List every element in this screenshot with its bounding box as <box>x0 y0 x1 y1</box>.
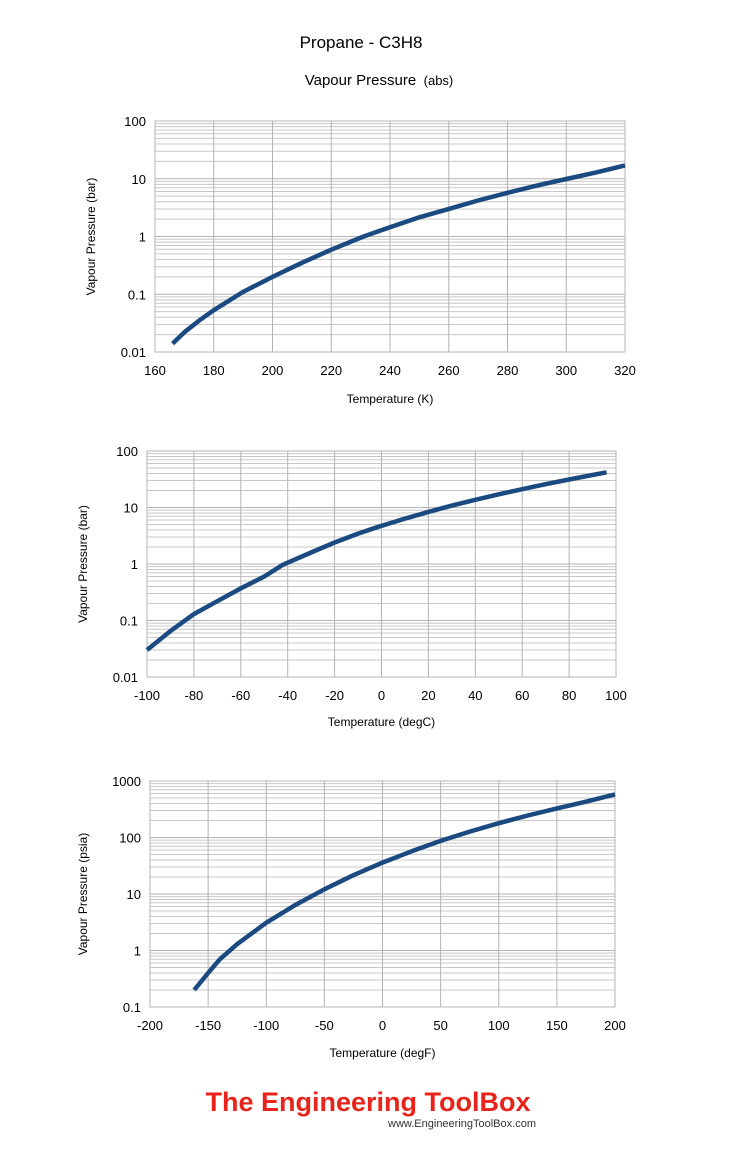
grid <box>149 781 616 1008</box>
plot-area <box>149 780 616 1008</box>
brand-url: www.EngineeringToolBox.com <box>387 1118 536 1130</box>
x-tick-label: 180 <box>203 363 225 378</box>
x-tick-label: -50 <box>315 1018 334 1033</box>
y-axis-label: Vapour Pressure (psia) <box>76 833 90 956</box>
x-tick-label: 300 <box>555 363 577 378</box>
y-tick-label: 1 <box>134 944 141 959</box>
series-line <box>145 470 608 652</box>
subtitle-main: Vapour Pressure <box>305 72 416 89</box>
y-tick-label: 1000 <box>112 774 141 789</box>
y-tick-label: 10 <box>127 887 141 902</box>
y-tick-label: 0.1 <box>123 1000 141 1015</box>
x-tick-label: 150 <box>546 1018 568 1033</box>
x-tick-label: 220 <box>320 363 342 378</box>
plot-area <box>146 450 617 678</box>
x-tick-label: 100 <box>605 688 627 703</box>
figure-subtitle: Vapour Pressure (abs) <box>305 72 454 89</box>
y-axis-label: Vapour Pressure (bar) <box>76 505 90 623</box>
y-tick-label: 100 <box>124 114 146 129</box>
x-tick-label: 200 <box>604 1018 626 1033</box>
series-line <box>192 792 616 992</box>
x-axis-label: Temperature (K) <box>347 392 434 406</box>
x-axis-label: Temperature (degC) <box>328 715 435 729</box>
grid <box>154 121 626 353</box>
brand-name: The Engineering ToolBox <box>205 1087 530 1117</box>
x-tick-label: -80 <box>185 688 204 703</box>
subtitle-suffix: (abs) <box>424 73 454 88</box>
y-tick-label: 1 <box>139 230 146 245</box>
plot-area <box>154 120 626 353</box>
x-tick-label: -60 <box>231 688 250 703</box>
x-tick-label: 0 <box>378 688 385 703</box>
y-tick-label: 0.01 <box>113 670 138 685</box>
chart-fahrenheit: -200 -150 -100 -50 0 50 100 150 200 0.1 1 10 100 1000… <box>76 774 626 1060</box>
x-tick-label: -20 <box>325 688 344 703</box>
x-axis-label: Temperature (degF) <box>329 1046 435 1060</box>
x-tick-label: -150 <box>195 1018 221 1033</box>
x-tick-label: 50 <box>433 1018 447 1033</box>
y-tick-label: 100 <box>119 831 141 846</box>
y-tick-label: 0.01 <box>121 345 146 360</box>
chart-kelvin: 160 180 200 220 240 260 280 300 320 0.01 0.1 1 10 100… <box>84 114 636 406</box>
x-tick-label: 0 <box>379 1018 386 1033</box>
x-tick-label: -200 <box>137 1018 163 1033</box>
y-tick-label: 0.1 <box>128 287 146 302</box>
x-tick-label: 80 <box>562 688 576 703</box>
brand-block: The Engineering ToolBox www.EngineeringT… <box>205 1087 535 1130</box>
x-tick-label: -100 <box>134 688 160 703</box>
x-tick-label: 40 <box>468 688 482 703</box>
x-tick-label: -40 <box>278 688 297 703</box>
y-axis-label: Vapour Pressure (bar) <box>84 178 98 296</box>
chart-celsius: -100 -80 -60 -40 -20 0 20 40 60 80 100 0.01 0.1 1 10 10… <box>76 444 627 729</box>
x-tick-label: 60 <box>515 688 529 703</box>
x-tick-label: 100 <box>488 1018 510 1033</box>
figure-title: Propane - C3H8 <box>300 33 423 52</box>
x-tick-label: 320 <box>614 363 636 378</box>
y-tick-label: 10 <box>124 501 138 516</box>
y-tick-label: 100 <box>116 444 138 459</box>
y-tick-label: 1 <box>131 557 138 572</box>
x-tick-label: 200 <box>262 363 284 378</box>
x-tick-label: 20 <box>421 688 435 703</box>
y-tick-label: 0.1 <box>120 614 138 629</box>
x-tick-label: 160 <box>144 363 166 378</box>
x-tick-label: -100 <box>253 1018 279 1033</box>
x-tick-label: 240 <box>379 363 401 378</box>
x-tick-label: 260 <box>438 363 460 378</box>
y-tick-label: 10 <box>132 172 146 187</box>
series-line <box>171 163 626 346</box>
x-tick-label: 280 <box>497 363 519 378</box>
